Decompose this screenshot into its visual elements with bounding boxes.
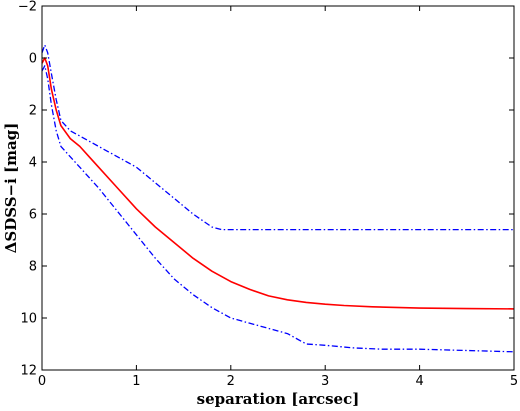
x-tick-label: 5 xyxy=(510,374,518,389)
y-tick-label: −2 xyxy=(18,0,37,15)
y-tick-label: 8 xyxy=(29,260,37,275)
envelope-line-2 xyxy=(41,65,515,353)
y-tick-label: 12 xyxy=(20,364,37,379)
plot-area xyxy=(42,6,514,370)
y-tick-label: 6 xyxy=(29,208,37,223)
y-tick-label: 10 xyxy=(20,312,37,327)
median-line xyxy=(41,57,515,310)
y-tick-label: 2 xyxy=(29,104,37,119)
y-tick-label: 0 xyxy=(29,52,37,67)
plot-frame xyxy=(41,5,515,371)
series-layer xyxy=(41,44,515,353)
x-tick-label: 1 xyxy=(132,374,140,389)
envelope-line-1 xyxy=(41,44,514,231)
x-tick-label: 0 xyxy=(38,374,46,389)
x-tick-label: 3 xyxy=(321,374,329,389)
y-axis-title: ΔSDSS−i [mag] xyxy=(2,123,20,254)
x-tick-label: 2 xyxy=(227,374,235,389)
x-axis-title: separation [arcsec] xyxy=(197,390,360,408)
y-tick-label: 4 xyxy=(29,156,37,171)
x-tick-label: 4 xyxy=(415,374,423,389)
